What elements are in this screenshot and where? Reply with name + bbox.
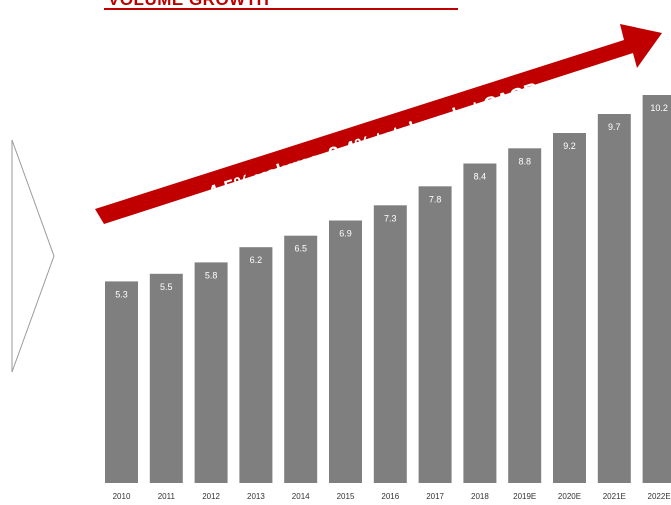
x-tick-2018: 2018 bbox=[471, 492, 489, 501]
bar-2022E bbox=[642, 95, 671, 483]
value-label-2021E: 9.7 bbox=[608, 122, 621, 132]
value-label-2016: 7.3 bbox=[384, 213, 397, 223]
x-tick-labels-group: 2010 2011 2012 2013 2014 2015 2016 2017 2018 2019… bbox=[113, 492, 671, 501]
x-tick-2020E: 2020E bbox=[558, 492, 581, 501]
x-tick-2021E: 2021E bbox=[603, 492, 626, 501]
bar-2021E bbox=[597, 114, 631, 483]
bar-2017 bbox=[418, 186, 452, 484]
x-tick-2017: 2017 bbox=[426, 492, 444, 501]
chart-title: VOLUME GROWTH bbox=[108, 0, 269, 8]
bar-2010 bbox=[105, 281, 138, 483]
x-tick-2015: 2015 bbox=[337, 492, 355, 501]
bar-2014 bbox=[284, 235, 318, 483]
value-label-2020E: 9.2 bbox=[563, 141, 576, 151]
x-tick-2014: 2014 bbox=[292, 492, 310, 501]
x-tick-2016: 2016 bbox=[381, 492, 399, 501]
bar-2019E bbox=[508, 148, 542, 484]
value-label-2013: 6.2 bbox=[250, 255, 263, 265]
left-chevron-shape bbox=[11, 139, 55, 373]
bar-2011 bbox=[149, 273, 183, 483]
x-tick-2012: 2012 bbox=[202, 492, 220, 501]
title-clip: VOLUME GROWTH bbox=[108, 0, 458, 8]
value-label-2014: 6.5 bbox=[294, 244, 307, 254]
x-tick-2013: 2013 bbox=[247, 492, 265, 501]
bars-group bbox=[105, 95, 671, 484]
value-label-2015: 6.9 bbox=[339, 229, 352, 239]
title-underline bbox=[104, 8, 458, 10]
value-labels-group: 5.3 5.5 5.8 6.2 6.5 6.9 7.3 7.8 8.4 8.8 9.2 9.7 10.2 bbox=[115, 103, 668, 299]
x-tick-2011: 2011 bbox=[158, 492, 176, 501]
bar-2012 bbox=[194, 262, 228, 483]
bar-2013 bbox=[239, 247, 273, 483]
bar-2018 bbox=[463, 163, 497, 483]
x-tick-2022E: 2022E bbox=[648, 492, 671, 501]
value-label-2019E: 8.8 bbox=[518, 156, 531, 166]
bar-2015 bbox=[329, 220, 362, 483]
value-label-2017: 7.8 bbox=[429, 194, 442, 204]
value-label-2011: 5.5 bbox=[160, 282, 173, 292]
value-label-2018: 8.4 bbox=[474, 172, 487, 182]
x-tick-2019E: 2019E bbox=[513, 492, 536, 501]
value-label-2010: 5.3 bbox=[115, 289, 128, 299]
cagr-arrow-shape bbox=[95, 24, 662, 224]
value-label-2012: 5.8 bbox=[205, 270, 218, 280]
bar-2020E bbox=[553, 133, 586, 483]
value-label-2022E: 10.2 bbox=[650, 103, 668, 113]
bar-2016 bbox=[373, 205, 407, 484]
x-tick-2010: 2010 bbox=[113, 492, 131, 501]
